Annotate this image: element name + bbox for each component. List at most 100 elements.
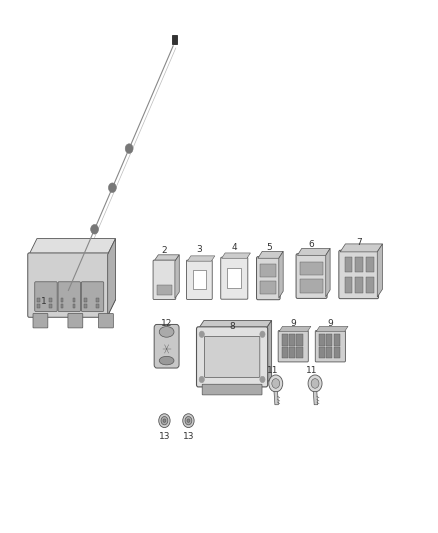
Polygon shape [175, 255, 179, 298]
Bar [73, 297, 75, 302]
Polygon shape [266, 320, 272, 385]
Bar [73, 304, 75, 308]
Text: 12: 12 [161, 319, 172, 328]
Circle shape [183, 414, 194, 427]
FancyBboxPatch shape [28, 253, 109, 317]
FancyBboxPatch shape [35, 282, 57, 311]
FancyBboxPatch shape [99, 313, 113, 328]
Circle shape [260, 376, 265, 383]
FancyBboxPatch shape [154, 325, 179, 368]
FancyBboxPatch shape [315, 330, 346, 362]
Bar [356, 277, 363, 293]
Bar [300, 262, 323, 275]
Text: 8: 8 [229, 321, 235, 330]
FancyBboxPatch shape [339, 251, 378, 298]
FancyBboxPatch shape [58, 282, 81, 311]
Bar [326, 347, 332, 358]
Bar [297, 347, 303, 358]
Polygon shape [29, 300, 116, 316]
Bar [282, 347, 288, 358]
FancyBboxPatch shape [153, 260, 176, 300]
Bar [84, 304, 87, 308]
Ellipse shape [159, 357, 174, 365]
Bar [300, 279, 323, 293]
Bar [84, 297, 87, 302]
Bar [297, 334, 303, 346]
Circle shape [199, 331, 205, 337]
Text: 9: 9 [328, 319, 333, 328]
Polygon shape [279, 326, 311, 332]
Bar [49, 297, 52, 302]
Circle shape [260, 331, 265, 337]
FancyBboxPatch shape [81, 282, 104, 311]
Bar [60, 297, 63, 302]
Text: 13: 13 [183, 432, 194, 441]
Bar [193, 270, 206, 289]
FancyBboxPatch shape [33, 313, 48, 328]
Text: 7: 7 [356, 238, 362, 247]
Bar [289, 334, 295, 346]
Text: 6: 6 [309, 240, 314, 249]
Bar [37, 304, 40, 308]
FancyBboxPatch shape [296, 254, 327, 298]
Polygon shape [326, 248, 330, 297]
Polygon shape [313, 391, 318, 405]
Bar [96, 297, 99, 302]
Bar [334, 347, 340, 358]
FancyBboxPatch shape [202, 384, 262, 395]
Bar [319, 347, 325, 358]
Bar [49, 304, 52, 308]
FancyBboxPatch shape [278, 330, 308, 362]
Bar [172, 35, 177, 44]
Polygon shape [198, 320, 272, 329]
Text: 11: 11 [267, 366, 279, 375]
Circle shape [185, 416, 192, 425]
Ellipse shape [159, 327, 174, 337]
FancyBboxPatch shape [68, 313, 83, 328]
Bar [96, 304, 99, 308]
Polygon shape [297, 248, 330, 255]
Circle shape [109, 183, 117, 192]
Text: 1: 1 [41, 296, 46, 305]
Bar [156, 285, 172, 295]
Polygon shape [108, 239, 116, 316]
Bar [345, 277, 352, 293]
Circle shape [269, 375, 283, 392]
FancyBboxPatch shape [197, 327, 268, 387]
Bar [60, 304, 63, 308]
Polygon shape [29, 239, 116, 255]
Bar [261, 264, 276, 277]
Bar [37, 297, 40, 302]
Circle shape [308, 375, 322, 392]
Bar [282, 334, 288, 346]
Text: 9: 9 [290, 319, 296, 328]
Text: 3: 3 [197, 245, 202, 254]
Polygon shape [340, 244, 382, 252]
FancyBboxPatch shape [187, 260, 212, 300]
Circle shape [125, 144, 133, 154]
Circle shape [91, 224, 99, 234]
Bar [345, 257, 352, 272]
Polygon shape [222, 253, 251, 259]
Circle shape [163, 419, 166, 422]
Polygon shape [316, 326, 348, 332]
FancyBboxPatch shape [221, 257, 248, 299]
Circle shape [311, 378, 319, 388]
Circle shape [199, 376, 205, 383]
Circle shape [272, 378, 280, 388]
Bar [356, 257, 363, 272]
Polygon shape [274, 391, 279, 405]
Text: 4: 4 [231, 244, 237, 253]
Text: 13: 13 [159, 432, 170, 441]
Text: 5: 5 [266, 244, 272, 253]
Polygon shape [377, 244, 382, 297]
Bar [261, 281, 276, 294]
Text: 2: 2 [162, 246, 167, 255]
Bar [366, 277, 374, 293]
Bar [334, 334, 340, 346]
Bar [366, 257, 374, 272]
Polygon shape [187, 256, 215, 261]
Polygon shape [258, 252, 283, 259]
Bar [227, 268, 241, 288]
FancyBboxPatch shape [62, 285, 74, 296]
